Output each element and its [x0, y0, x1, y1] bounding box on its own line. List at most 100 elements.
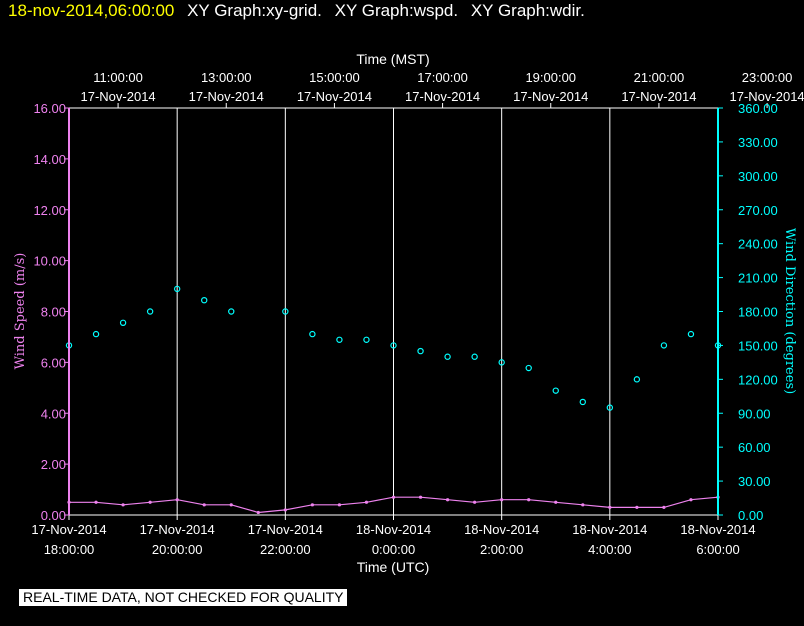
bottom-tick-time: 0:00:00 [372, 542, 415, 557]
left-tick-label: 2.00 [41, 457, 66, 472]
bottom-tick-date: 18-Nov-2014 [680, 522, 755, 537]
right-tick-label: 210.00 [738, 271, 778, 286]
right-tick-label: 120.00 [738, 372, 778, 387]
speed-point [391, 495, 396, 499]
direction-point [525, 364, 532, 372]
top-tick-date: 17-Nov-2014 [81, 89, 156, 104]
bottom-tick-date: 18-Nov-2014 [572, 522, 647, 537]
bottom-tick-date: 18-Nov-2014 [464, 522, 539, 537]
speed-point [310, 503, 314, 507]
direction-point [390, 342, 397, 349]
speed-point [121, 503, 125, 507]
axes: 17-Nov-2014 18:00:00 17-Nov-2014 20:00:00 17… [31, 70, 804, 557]
graph-title-wspd: XY Graph:wspd. [334, 1, 459, 20]
speed-point [364, 500, 369, 504]
graph-title-wdir: XY Graph:wdir. [470, 1, 585, 20]
direction-point [146, 308, 154, 315]
bottom-tick-date: 17-Nov-2014 [31, 522, 106, 537]
direction-point [552, 387, 559, 394]
direction-point [363, 336, 370, 343]
bottom-tick-time: 18:00:00 [44, 542, 95, 557]
bottom-tick-time: 4:00:00 [588, 542, 631, 557]
speed-point [94, 500, 98, 504]
top-tick-date: 17-Nov-2014 [189, 89, 264, 104]
direction-point [309, 330, 316, 338]
bottom-tick-time: 22:00:00 [260, 542, 311, 557]
speed-point [148, 500, 152, 504]
speed-point [554, 500, 558, 504]
right-tick-label: 360.00 [738, 101, 778, 116]
left-tick-label: 12.00 [33, 203, 66, 218]
right-axis-label: Wind Direction (degrees) [782, 228, 797, 394]
bottom-axis-title: Time (UTC) [357, 559, 430, 575]
direction-point [119, 319, 127, 327]
top-tick-date: 17-Nov-2014 [297, 89, 372, 104]
top-tick-time: 15:00:00 [309, 70, 360, 85]
right-tick-label: 180.00 [738, 305, 778, 320]
direction-point [660, 342, 668, 349]
direction-point [606, 404, 614, 411]
top-tick-date: 17-Nov-2014 [621, 89, 696, 104]
left-tick-label: 6.00 [41, 355, 66, 370]
left-tick-label: 14.00 [33, 152, 66, 167]
speed-point [175, 498, 179, 502]
direction-point [444, 353, 451, 360]
speed-point [473, 500, 477, 504]
top-tick-time: 21:00:00 [634, 70, 685, 85]
speed-point [500, 498, 504, 502]
right-tick-label: 270.00 [738, 203, 778, 218]
right-tick-label: 0.00 [738, 508, 763, 523]
right-tick-label: 240.00 [738, 237, 778, 252]
right-tick-label: 30.00 [738, 474, 771, 489]
top-tick-time: 17:00:00 [417, 70, 468, 85]
quality-disclaimer: REAL-TIME DATA, NOT CHECKED FOR QUALITY [19, 589, 348, 606]
speed-point [527, 498, 531, 502]
speed-point [202, 503, 206, 507]
left-tick-label: 16.00 [33, 101, 66, 116]
left-axis-label: Wind Speed (m/s) [13, 253, 28, 370]
top-axis-title: Time (MST) [356, 51, 429, 67]
speed-point [418, 495, 423, 499]
top-tick-date: 17-Nov-2014 [513, 89, 588, 104]
top-tick-time: 23:00:00 [742, 70, 793, 85]
left-tick-label: 4.00 [41, 406, 66, 421]
direction-point [471, 353, 478, 360]
speed-point [445, 498, 450, 502]
direction-point [498, 359, 505, 366]
right-tick-label: 300.00 [738, 169, 778, 184]
right-tick-label: 90.00 [738, 406, 771, 421]
bottom-tick-time: 20:00:00 [152, 542, 203, 557]
bottom-tick-time: 2:00:00 [480, 542, 523, 557]
top-tick-time: 13:00:00 [201, 70, 252, 85]
bottom-tick-date: 17-Nov-2014 [248, 522, 323, 537]
direction-point [579, 398, 586, 406]
speed-point [689, 498, 693, 502]
direction-point [417, 347, 424, 355]
left-tick-label: 8.00 [41, 305, 66, 320]
bottom-tick-date: 17-Nov-2014 [140, 522, 215, 537]
bottom-tick-time: 6:00:00 [696, 542, 739, 557]
direction-point [228, 308, 235, 315]
speed-point [662, 505, 666, 509]
speed-point [229, 503, 233, 507]
left-tick-label: 0.00 [41, 508, 66, 523]
top-tick-date: 17-Nov-2014 [405, 89, 480, 104]
speed-point [256, 510, 260, 515]
speed-point [635, 505, 639, 509]
top-tick-time: 19:00:00 [525, 70, 576, 85]
direction-point [633, 376, 641, 383]
speed-point [581, 503, 585, 507]
timestamp: 18-nov-2014,06:00:00 [8, 1, 175, 20]
right-tick-label: 330.00 [738, 135, 778, 150]
direction-point [173, 285, 181, 293]
direction-point [687, 330, 695, 338]
bottom-tick-date: 18-Nov-2014 [356, 522, 431, 537]
graph-title-grid: XY Graph:xy-grid. [187, 1, 322, 20]
direction-point [336, 336, 343, 343]
left-tick-label: 10.00 [33, 254, 66, 269]
direction-point [282, 308, 289, 315]
direction-point [92, 330, 100, 338]
chart-header: 18-nov-2014,06:00:00 XY Graph:xy-grid. X… [8, 1, 585, 21]
speed-point [283, 508, 287, 512]
